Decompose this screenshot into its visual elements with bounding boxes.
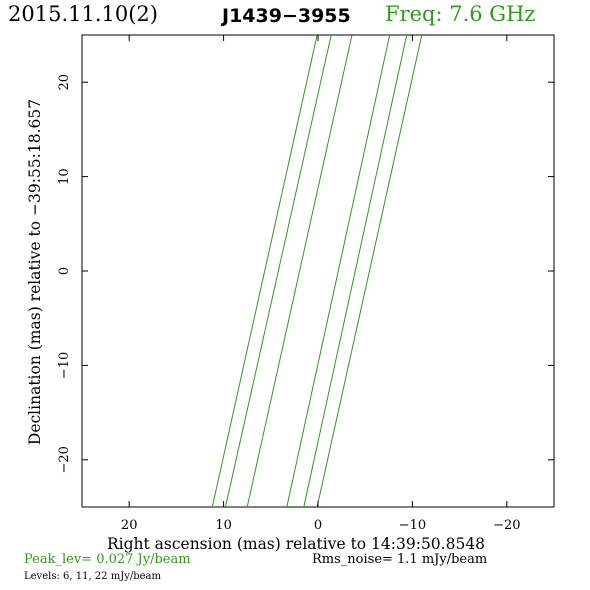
y-tick-label: −20 (57, 446, 72, 473)
x-tick-label: 20 (121, 518, 138, 533)
y-tick-label: 0 (57, 267, 72, 275)
axis-tick-labels: 20 10 0 −10 −20 20 10 0 −10 −20 (57, 74, 521, 533)
contour-levels: Levels: 6, 11, 22 mJy/beam (24, 571, 161, 582)
y-axis-label: Declination (mas) relative to −39:55:18.… (26, 99, 44, 445)
y-tick-label: 10 (57, 168, 72, 185)
y-tick-label: 20 (57, 74, 72, 91)
x-axis-label: Right ascension (mas) relative to 14:39:… (107, 535, 485, 553)
peak-level: Peak_lev= 0.027 Jy/beam (24, 552, 191, 567)
contour-line-4 (286, 34, 391, 508)
y-tick-label: −10 (57, 352, 72, 379)
contour-line-2 (225, 34, 332, 508)
contour-line-3 (246, 34, 353, 508)
contour-line-5 (303, 34, 408, 508)
x-tick-label: −10 (399, 518, 426, 533)
header-source-name: J1439−3955 (222, 5, 351, 27)
plot-frame (81, 34, 555, 508)
contour-line-1 (211, 34, 318, 508)
x-tick-label: −20 (493, 518, 520, 533)
header-frequency: Freq: 7.6 GHz (385, 2, 536, 26)
rms-noise: Rms_noise= 1.1 mJy/beam (312, 552, 488, 567)
contour-group (211, 34, 423, 508)
header-date: 2015.11.10(2) (8, 2, 158, 26)
contour-line-6 (316, 34, 423, 508)
x-tick-label: 0 (314, 518, 322, 533)
x-tick-label: 10 (215, 518, 232, 533)
axis-ticks (82, 35, 554, 507)
